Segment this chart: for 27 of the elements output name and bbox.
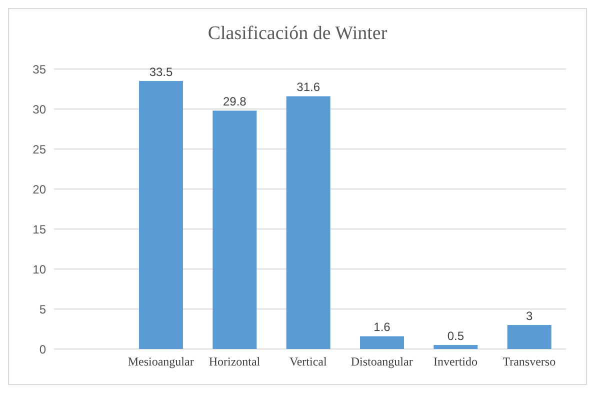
y-tick-label: 10 — [32, 262, 46, 276]
y-tick-label: 0 — [39, 342, 46, 356]
bar — [139, 81, 183, 349]
x-tick-label: Distoangular — [350, 354, 413, 369]
y-tick-label: 5 — [39, 302, 46, 316]
x-tick-label: Transverso — [502, 354, 556, 369]
chart-title: Clasificación de Winter — [206, 23, 388, 46]
data-label: 1.6 — [374, 320, 391, 334]
bar — [360, 336, 404, 349]
data-label: 33.5 — [149, 65, 173, 79]
bar — [434, 345, 478, 349]
bar — [212, 110, 257, 349]
data-label: 29.8 — [222, 94, 247, 109]
bar — [507, 325, 552, 349]
y-tick-label: 20 — [32, 182, 46, 196]
x-tick-label: Invertido — [434, 354, 478, 369]
y-tick-label: 30 — [32, 102, 46, 116]
y-tick-label: 15 — [32, 222, 46, 236]
data-label: 31.6 — [296, 80, 320, 94]
data-label: 0.5 — [447, 329, 464, 343]
y-tick-label: 35 — [32, 62, 46, 76]
x-tick-label: Mesioangular — [128, 354, 194, 369]
bar — [286, 96, 330, 349]
y-tick-label: 25 — [32, 142, 46, 156]
x-tick-label: Vertical — [290, 354, 328, 369]
x-tick-label: Horizontal — [208, 354, 261, 369]
data-label: 3 — [526, 309, 533, 323]
